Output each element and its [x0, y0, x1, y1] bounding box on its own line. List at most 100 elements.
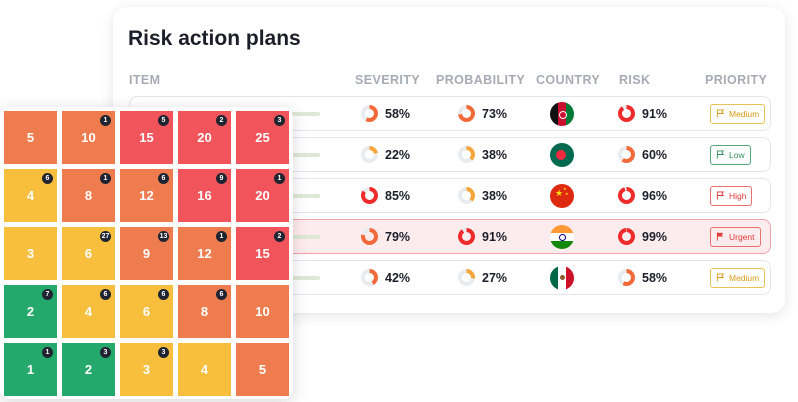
risk-value: 58%	[642, 270, 668, 285]
severity-ring-icon	[361, 269, 378, 286]
risk-ring-icon	[618, 187, 635, 204]
probability-ring-icon	[458, 146, 475, 163]
page-title: Risk action plans	[128, 27, 301, 50]
count-badge: 1	[216, 231, 227, 242]
matrix-cell[interactable]: 16 9	[178, 169, 231, 222]
matrix-cell[interactable]: 9 13	[120, 227, 173, 280]
probability-ring-icon	[458, 187, 475, 204]
risk-value: 60%	[642, 147, 668, 162]
matrix-cell[interactable]: 6 27	[62, 227, 115, 280]
count-badge: 1	[100, 173, 111, 184]
count-badge: 9	[216, 173, 227, 184]
afghanistan-flag-icon	[550, 101, 574, 126]
count-badge: 1	[274, 173, 285, 184]
column-header-country[interactable]: COUNTRY	[536, 73, 601, 87]
count-badge: 6	[42, 173, 53, 184]
priority-badge[interactable]: Medium	[710, 103, 766, 124]
matrix-cell[interactable]: 12 6	[120, 169, 173, 222]
risk-value: 96%	[642, 188, 668, 203]
china-flag-icon: ★ ★ ★	[550, 183, 574, 208]
probability-value: 73%	[482, 106, 508, 121]
matrix-cell[interactable]: 15 2	[236, 227, 289, 280]
risk-ring-icon	[618, 269, 635, 286]
india-flag-icon	[550, 224, 574, 249]
matrix-cell[interactable]: 5	[4, 111, 57, 164]
priority-badge[interactable]: Low	[710, 144, 751, 165]
flag-icon	[716, 150, 725, 159]
column-header-item[interactable]: ITEM	[129, 73, 161, 87]
matrix-cell[interactable]: 10 1	[62, 111, 115, 164]
severity-ring-icon	[361, 228, 378, 245]
severity-value: 42%	[385, 270, 411, 285]
matrix-cell[interactable]: 25 3	[236, 111, 289, 164]
probability-ring-icon	[458, 269, 475, 286]
count-badge: 5	[158, 115, 169, 126]
probability-value: 91%	[482, 229, 508, 244]
priority-label: Medium	[729, 272, 760, 283]
priority-label: High	[729, 190, 747, 201]
mexico-flag-icon	[550, 265, 574, 290]
column-header-priority[interactable]: PRIORITY	[705, 73, 768, 87]
matrix-cell[interactable]: 3	[4, 227, 57, 280]
severity-ring-icon	[361, 146, 378, 163]
count-badge: 13	[158, 231, 169, 242]
matrix-cell[interactable]: 20 2	[178, 111, 231, 164]
count-badge: 1	[42, 347, 53, 358]
probability-ring-icon	[458, 105, 475, 122]
severity-ring-icon	[361, 187, 378, 204]
item-bar	[280, 235, 320, 239]
priority-label: Low	[729, 149, 745, 160]
count-badge: 7	[42, 289, 53, 300]
column-header-risk[interactable]: RISK	[619, 73, 651, 87]
item-bar	[280, 112, 320, 116]
priority-badge[interactable]: Urgent	[710, 226, 761, 247]
priority-badge[interactable]: High	[710, 185, 753, 206]
count-badge: 1	[100, 115, 111, 126]
matrix-cell[interactable]: 5	[236, 343, 289, 396]
flag-icon	[716, 191, 725, 200]
flag-icon	[716, 232, 724, 241]
probability-value: 38%	[482, 147, 508, 162]
priority-label: Urgent	[729, 231, 755, 242]
count-badge: 6	[100, 289, 111, 300]
matrix-cell[interactable]: 20 1	[236, 169, 289, 222]
severity-value: 22%	[385, 147, 411, 162]
item-bar	[280, 194, 320, 198]
risk-ring-icon	[618, 105, 635, 122]
column-header-severity[interactable]: SEVERITY	[355, 73, 421, 87]
probability-ring-icon	[458, 228, 475, 245]
risk-ring-icon	[618, 228, 635, 245]
count-badge: 2	[274, 231, 285, 242]
count-badge: 3	[100, 347, 111, 358]
matrix-cell[interactable]: 4	[178, 343, 231, 396]
flag-icon	[716, 273, 725, 282]
risk-ring-icon	[618, 146, 635, 163]
matrix-cell[interactable]: 15 5	[120, 111, 173, 164]
column-header-probability[interactable]: PROBABILITY	[436, 73, 526, 87]
count-badge: 6	[158, 289, 169, 300]
risk-value: 99%	[642, 229, 668, 244]
item-bar	[280, 153, 320, 157]
count-badge: 3	[158, 347, 169, 358]
priority-badge[interactable]: Medium	[710, 267, 766, 288]
matrix-cell[interactable]: 10	[236, 285, 289, 338]
item-bar	[280, 276, 320, 280]
bangladesh-flag-icon	[550, 142, 574, 167]
priority-label: Medium	[729, 108, 760, 119]
risk-value: 91%	[642, 106, 668, 121]
flag-icon	[716, 109, 725, 118]
matrix-cell[interactable]: 12 1	[178, 227, 231, 280]
severity-value: 58%	[385, 106, 411, 121]
count-badge: 6	[216, 289, 227, 300]
severity-value: 79%	[385, 229, 411, 244]
probability-value: 38%	[482, 188, 508, 203]
